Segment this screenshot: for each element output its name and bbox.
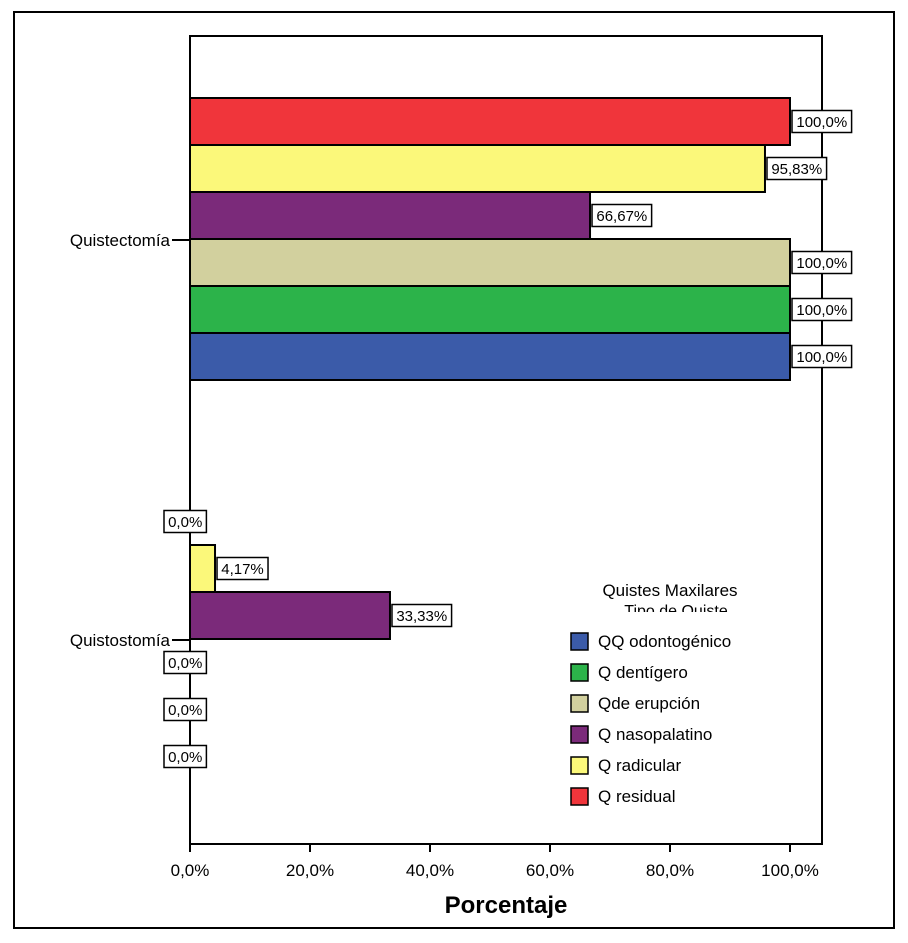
data-label: 0,0% (168, 514, 202, 531)
data-label-box (391, 603, 453, 628)
bars-layer (189, 97, 791, 640)
data-label: 66,67% (596, 208, 647, 225)
data-label-box (791, 344, 853, 369)
legend-label: Q nasopalatino (598, 725, 712, 744)
x-tick-label: 20,0% (286, 861, 334, 880)
data-label-box (591, 203, 653, 228)
legend-label: Q radicular (598, 756, 681, 775)
data-label: 4,17% (221, 561, 264, 578)
data-label-box (163, 650, 208, 675)
x-tick-label: 40,0% (406, 861, 454, 880)
data-label: 0,0% (168, 655, 202, 672)
legend-label: Q dentígero (598, 663, 688, 682)
legend-label: Q residual (598, 787, 675, 806)
x-tick-label: 100,0% (761, 861, 819, 880)
bar-quistostomia-s4 (189, 544, 217, 593)
bar-quistectomia-s4 (189, 144, 766, 193)
legend-swatch (570, 787, 589, 806)
data-label-box (216, 556, 269, 581)
data-label: 100,0% (796, 302, 847, 319)
legend-title: Quistes Maxilares (602, 581, 737, 600)
bar-quistectomia-s1 (189, 285, 791, 334)
legend-swatch (570, 725, 589, 744)
legend-subtitle: Tipo de Quiste (624, 603, 728, 620)
legend-label: Qde erupción (598, 694, 700, 713)
legend: Quistes Maxilares Tipo de Quiste QQ odon… (570, 581, 738, 806)
data-labels-layer: 100,0% 100,0% 100,0% 66,67% 95,83% 100,0% 0,0%… (163, 109, 853, 769)
bar-quistectomia-s5 (189, 97, 791, 146)
data-label: 100,0% (796, 114, 847, 131)
x-tick-label: 0,0% (171, 861, 210, 880)
legend-swatch (570, 756, 589, 775)
data-label-box (163, 697, 208, 722)
data-label: 95,83% (771, 161, 822, 178)
y-category-label: Quistostomía (70, 631, 171, 650)
bar-quistectomia-s2 (189, 238, 791, 287)
legend-swatch (570, 632, 589, 651)
data-label: 0,0% (168, 702, 202, 719)
legend-swatch (570, 663, 589, 682)
bar-quistectomia-s0 (189, 332, 791, 381)
data-label: 100,0% (796, 349, 847, 366)
data-label-box (791, 297, 853, 322)
y-category-label: Quistectomía (70, 231, 171, 250)
data-label-box (791, 109, 853, 134)
data-label-box (163, 509, 208, 534)
y-axis: Quistectomía Quistostomía (70, 231, 190, 650)
data-label-box (163, 744, 208, 769)
x-tick-label: 80,0% (646, 861, 694, 880)
data-label-box (791, 250, 853, 275)
data-label-box (766, 156, 828, 181)
x-tick-label: 60,0% (526, 861, 574, 880)
legend-items: QQ odontogénico Q dentígero Qde erupción Q … (570, 632, 731, 806)
bar-quistectomia-s3 (189, 191, 592, 240)
bar-quistostomia-s3 (189, 591, 391, 640)
data-label: 100,0% (796, 255, 847, 272)
legend-swatch (570, 694, 589, 713)
x-axis: 0,0% 20,0% 40,0% 60,0% 80,0% 100,0% (171, 844, 819, 880)
legend-label: QQ odontogénico (598, 632, 731, 651)
data-label: 33,33% (396, 608, 447, 625)
x-axis-title: Porcentaje (445, 892, 568, 919)
data-label: 0,0% (168, 749, 202, 766)
